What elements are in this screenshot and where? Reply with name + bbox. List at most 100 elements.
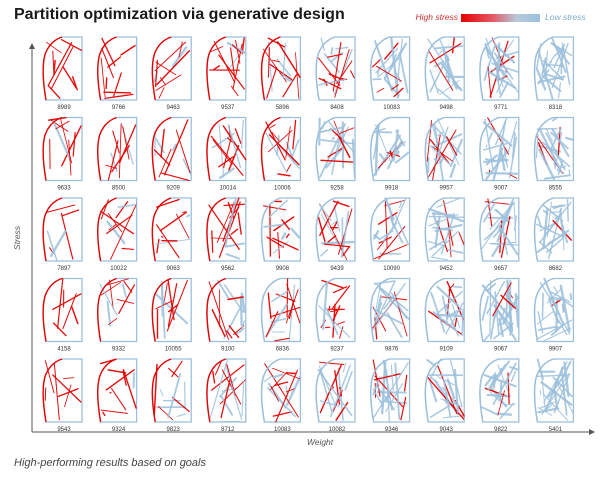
stress-members: [479, 358, 519, 423]
stress-members: [260, 116, 300, 181]
stress-members: [42, 358, 82, 423]
design-weight-label: 9562: [221, 266, 235, 272]
design-cell: 8712: [206, 358, 247, 433]
stress-members: [479, 197, 519, 262]
stress-members: [424, 277, 465, 342]
design-cell: 9324: [97, 358, 138, 433]
design-weight-label: 10022: [110, 266, 127, 272]
design-weight-label: 4158: [57, 347, 71, 353]
stress-members: [260, 197, 301, 262]
design-weight-label: 8555: [549, 186, 563, 192]
design-cell: 9957: [424, 116, 465, 192]
design-weight-label: 9043: [440, 427, 454, 433]
design-cell: 10082: [315, 358, 356, 433]
design-cell: 8682: [533, 197, 575, 272]
design-weight-label: 9957: [440, 186, 454, 192]
stress-members: [370, 36, 409, 101]
design-cell: 9063: [151, 197, 192, 272]
design-weight-label: 10090: [383, 266, 400, 272]
design-cell: 9822: [479, 358, 520, 433]
stress-members: [315, 36, 355, 101]
design-weight-label: 10082: [329, 427, 346, 433]
design-cell: 8318: [533, 36, 575, 111]
design-weight-label: 9332: [112, 347, 126, 353]
design-weight-label: 9452: [440, 266, 454, 272]
stress-members: [370, 197, 410, 262]
design-weight-label: 8989: [57, 105, 71, 111]
design-weight-label: 10006: [274, 186, 291, 192]
design-cell: 9439: [315, 197, 356, 272]
stress-members: [206, 36, 246, 101]
design-cell: 9537: [206, 36, 247, 111]
stress-members: [424, 36, 464, 101]
stress-members: [97, 277, 136, 342]
design-weight-label: 5401: [549, 427, 563, 433]
design-cell: 8408: [315, 36, 356, 111]
design-cell: 9109: [424, 277, 465, 353]
design-cell: 4158: [42, 277, 83, 353]
stress-members: [42, 116, 82, 181]
design-weight-label: 10083: [274, 427, 291, 433]
legend-low-label: Low stress: [545, 12, 586, 22]
design-cell: 9463: [151, 36, 192, 111]
design-cell: 10055: [151, 277, 192, 353]
design-weight-label: 9876: [385, 347, 399, 353]
design-cell: 9067: [479, 277, 520, 353]
design-cell: 9209: [151, 116, 192, 192]
design-weight-label: 9657: [494, 266, 508, 272]
design-weight-label: 9908: [276, 266, 290, 272]
stress-members: [151, 116, 192, 181]
design-cell: 9332: [97, 277, 138, 353]
design-cell: 8555: [533, 116, 575, 192]
stress-members: [479, 116, 519, 182]
design-weight-label: 10083: [383, 105, 400, 111]
x-axis-label: Weight: [306, 437, 334, 447]
stress-members: [315, 358, 353, 423]
design-weight-label: 9633: [57, 186, 71, 192]
design-cell: 6836: [260, 277, 302, 353]
design-weight-label: 9771: [494, 105, 508, 111]
design-weight-label: 8408: [330, 105, 344, 111]
design-cell: 9452: [424, 197, 465, 272]
stress-members: [97, 358, 137, 423]
design-weight-label: 8712: [221, 427, 235, 433]
design-weight-label: 9543: [57, 427, 71, 433]
design-cell: 9907: [533, 277, 575, 353]
y-axis-label: Stress: [12, 225, 22, 251]
design-weight-label: 9007: [494, 186, 508, 192]
design-cell: 9657: [479, 197, 520, 272]
design-weight-label: 10014: [219, 186, 236, 192]
stress-members: [370, 116, 410, 181]
legend-high-label: High stress: [415, 12, 458, 22]
design-weight-label: 9463: [167, 105, 181, 111]
stress-members: [206, 116, 247, 181]
design-weight-label: 9063: [167, 266, 181, 272]
stress-members: [97, 116, 137, 181]
stress-members: [206, 358, 246, 423]
design-cell: 9007: [479, 116, 520, 192]
design-cell: 9258: [315, 116, 356, 192]
design-weight-label: 10055: [165, 347, 182, 353]
stress-members: [424, 358, 465, 423]
stress-members: [533, 116, 575, 181]
design-cell: 9633: [42, 116, 83, 192]
design-weight-label: 9067: [494, 347, 508, 353]
design-cell: 8989: [42, 36, 83, 111]
stress-members: [533, 358, 574, 423]
design-weight-label: 9209: [167, 186, 181, 192]
design-weight-label: 9324: [112, 427, 126, 433]
stress-members: [42, 277, 82, 342]
design-cell: 9498: [424, 36, 465, 111]
design-weight-label: 8318: [549, 105, 563, 111]
design-weight-label: 9537: [221, 105, 235, 111]
design-cell: 9562: [206, 197, 247, 272]
design-cell: 5896: [260, 36, 302, 111]
stress-members: [315, 116, 356, 181]
design-weight-label: 9109: [440, 347, 454, 353]
design-weight-label: 9822: [494, 427, 508, 433]
design-cell: 9346: [370, 358, 411, 433]
stress-members: [151, 197, 191, 262]
stress-members: [260, 36, 301, 101]
stress-legend: High stress Low stress: [0, 12, 600, 26]
design-weight-label: 9439: [330, 266, 344, 272]
